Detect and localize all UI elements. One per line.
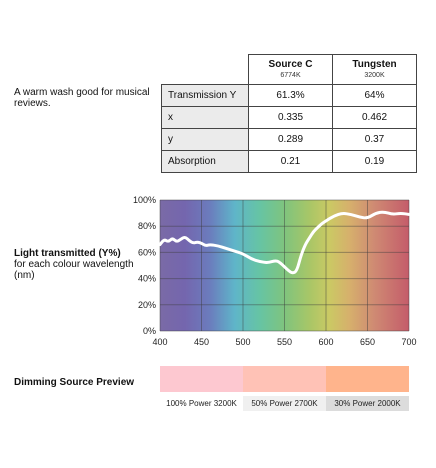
y-tick-label: 60% <box>138 247 156 257</box>
dimming-swatch-50 <box>243 366 326 392</box>
table-row: y 0.289 0.37 <box>161 128 417 151</box>
chart-label-title: Light transmitted (Y%) <box>14 248 121 259</box>
plot-area: 400 450 500 550 600 650 700 0% 20% 40% 60% 80% 100% <box>133 195 417 347</box>
column-name: Tungsten <box>352 59 397 70</box>
transmission-series-line <box>158 210 411 275</box>
column-header-source-c: Source C 6774K <box>248 54 333 85</box>
dimming-swatch-30 <box>326 366 409 392</box>
dimming-swatches <box>160 366 409 392</box>
row-label: Transmission Y <box>161 84 249 107</box>
spec-table-wrapper: Source C 6774K Tungsten 3200K Transmissi… <box>161 54 417 173</box>
table-cell: 0.19 <box>332 150 417 173</box>
dimming-swatch-labels: 100% Power 3200K 50% Power 2700K 30% Pow… <box>160 396 409 411</box>
row-label: Absorption <box>161 150 249 173</box>
dimming-preview-title: Dimming Source Preview <box>14 377 135 388</box>
y-tick-label: 80% <box>138 221 156 231</box>
x-tick-label: 650 <box>360 337 375 347</box>
dimming-swatch-100 <box>160 366 243 392</box>
chart-description: Light transmitted (Y%) for each colour w… <box>14 248 144 281</box>
dimming-swatch-label: 100% Power 3200K <box>160 396 243 411</box>
column-name: Source C <box>268 59 313 70</box>
x-tick-label: 500 <box>235 337 250 347</box>
table-header-row: Source C 6774K Tungsten 3200K <box>162 54 417 85</box>
table-row: x 0.335 0.462 <box>161 106 417 129</box>
table-row: Absorption 0.21 0.19 <box>161 150 417 173</box>
y-tick-label: 40% <box>138 274 156 284</box>
x-tick-label: 550 <box>277 337 292 347</box>
x-tick-label: 600 <box>318 337 333 347</box>
x-tick-label: 450 <box>194 337 209 347</box>
y-tick-label: 100% <box>133 195 156 205</box>
x-tick-label: 700 <box>401 337 416 347</box>
column-color-temp: 3200K <box>364 72 385 79</box>
filter-description: A warm wash good for musical reviews. <box>14 87 150 109</box>
chart-label-subtitle: for each colour wavelength (nm) <box>14 259 134 281</box>
transmission-chart: 400 450 500 550 600 650 700 0% 20% 40% 60% 80% 100% <box>133 195 417 347</box>
table-cell: 0.21 <box>248 150 333 173</box>
y-tick-label: 20% <box>138 300 156 310</box>
dimming-swatch-label: 50% Power 2700K <box>243 396 326 411</box>
table-row: Transmission Y 61.3% 64% <box>161 84 417 107</box>
y-tick-label: 0% <box>143 326 156 336</box>
spec-table: Source C 6774K Tungsten 3200K Transmissi… <box>161 54 417 173</box>
dimming-swatch-label: 30% Power 2000K <box>326 396 409 411</box>
column-color-temp: 6774K <box>280 72 301 79</box>
x-tick-label: 400 <box>152 337 167 347</box>
